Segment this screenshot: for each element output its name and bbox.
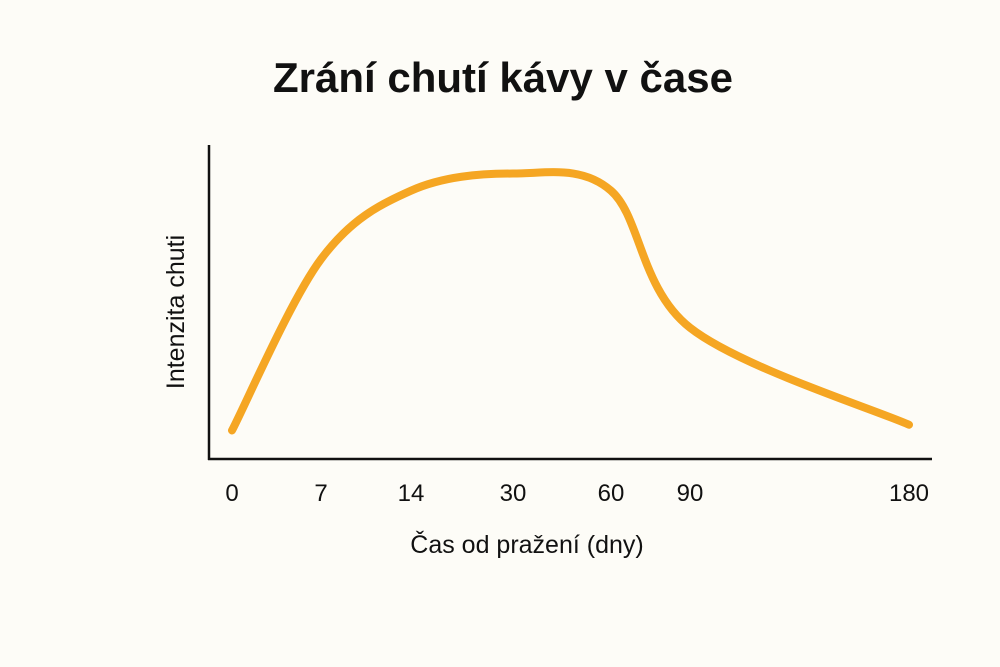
x-tick-label: 0	[225, 480, 238, 507]
x-tick-label: 30	[500, 480, 527, 507]
x-tick-label: 60	[598, 480, 625, 507]
x-tick-label: 14	[398, 480, 425, 507]
series-group	[228, 168, 913, 435]
chart-title: Zrání chutí kávy v čase	[273, 54, 733, 101]
axes	[207, 145, 932, 461]
series-line	[228, 168, 913, 435]
x-tick-label: 180	[889, 480, 929, 507]
x-axis-ticks: 0 7 14 30 60 90 180	[225, 480, 929, 507]
x-tick-label: 90	[677, 480, 704, 507]
x-tick-label: 7	[314, 480, 327, 507]
x-axis-label: Čas od pražení (dny)	[410, 530, 643, 559]
y-axis-label: Intenzita chuti	[162, 235, 190, 389]
